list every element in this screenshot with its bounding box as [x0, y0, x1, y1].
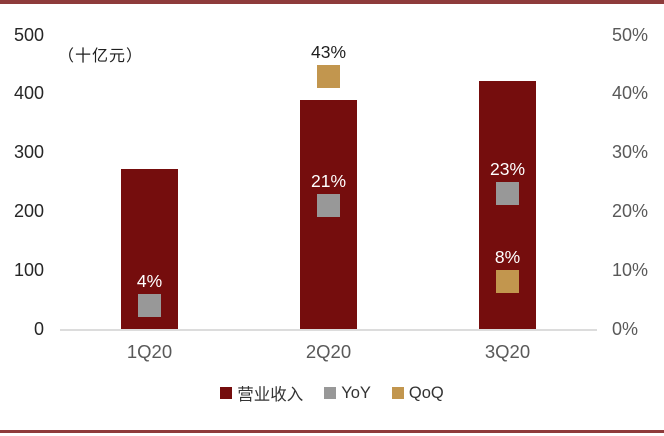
legend-label: YoY [341, 383, 371, 402]
right-axis-tick-label: 10% [612, 259, 649, 280]
left-axis-tick-label: 400 [13, 83, 44, 104]
yoy-data-label: 23% [489, 159, 526, 180]
left-axis-tick-label: 100 [13, 259, 44, 280]
yoy-data-label: 21% [310, 171, 347, 192]
qoq-data-label: 8% [494, 247, 521, 268]
legend-swatch-icon [391, 387, 404, 399]
yoy-data-label: 4% [136, 270, 163, 291]
yoy-marker [496, 182, 519, 206]
legend-label: 营业收入 [237, 386, 304, 404]
legend-swatch-icon [220, 387, 233, 399]
x-axis-label: 3Q20 [484, 341, 531, 362]
right-axis-tick-label: 0% [612, 318, 639, 339]
bottom-border-line [0, 430, 664, 433]
yoy-marker [138, 293, 161, 317]
right-axis-tick-label: 30% [612, 142, 649, 163]
top-border-line [0, 0, 664, 4]
right-axis-tick-label: 20% [612, 200, 649, 221]
yoy-marker [317, 194, 340, 218]
x-axis-line [60, 329, 597, 331]
legend-item-qoq: QoQ [391, 383, 444, 403]
x-axis-label: 2Q20 [305, 341, 352, 362]
qoq-marker [317, 64, 340, 88]
left-axis-tick-label: 300 [13, 142, 44, 163]
right-axis-tick-label: 40% [612, 83, 649, 104]
left-axis-tick-label: 0 [33, 318, 44, 339]
left-axis-unit-label: （十亿元） [58, 46, 144, 65]
legend-swatch-icon [324, 387, 337, 399]
legend: 营业收入 YoY QoQ [0, 381, 664, 405]
left-axis-tick-label: 500 [13, 24, 44, 45]
legend-item-营业收入: 营业收入 [220, 381, 303, 405]
legend-label: QoQ [408, 383, 444, 402]
qoq-data-label: 43% [310, 41, 347, 62]
legend-item-yoy: YoY [324, 384, 371, 403]
qoq-marker [496, 270, 519, 294]
left-axis-tick-label: 200 [13, 200, 44, 221]
right-axis-tick-label: 50% [612, 24, 649, 45]
x-axis-label: 1Q20 [126, 341, 173, 362]
